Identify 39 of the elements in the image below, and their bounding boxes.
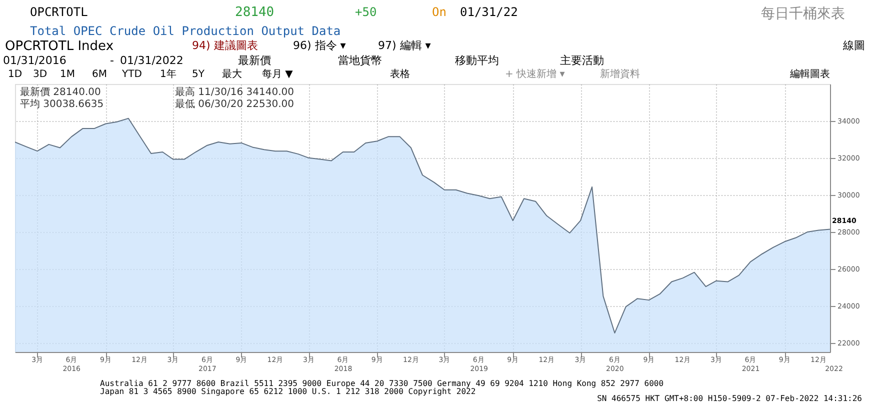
text: 新增資料 [600, 68, 640, 80]
text: 表格 [390, 68, 410, 80]
text: Japan 81 3 4565 8900 Singapore 65 6212 1000 U.S. 1 212 318 2000 Copyright 2022 [100, 387, 476, 396]
text: 主要活動 [560, 54, 604, 67]
text: 每日千桶來表 [761, 6, 845, 22]
text: 01/31/2022 [120, 54, 184, 67]
text: OPCRTOTL [30, 5, 88, 19]
text: 1M [60, 69, 75, 80]
text: On [432, 5, 446, 19]
text: + 快速新增 ▾ [505, 68, 565, 80]
text: 1D [8, 69, 22, 80]
annotation: 平均 30038.6635 [20, 98, 104, 110]
annotation: 最低 06/30/20 22530.00 [175, 99, 294, 110]
text: 01/31/22 [460, 5, 518, 19]
text: 移動平均 [455, 54, 499, 67]
text: Australia 61 2 9777 8600 Brazil 5511 2395 9000 Europe 44 20 7330 7500 Germany 49 69 9204 1210 Hong Kong 852 2977 6000 [100, 379, 664, 388]
text: YTD [121, 69, 142, 80]
text: 最大 [222, 68, 242, 80]
text: 編輯圖表 [789, 68, 830, 80]
text: 6M [92, 69, 107, 80]
text: 96) 指令 ▾ [293, 39, 346, 52]
chart-title: Total OPEC Crude Oil Production Output Data [30, 24, 341, 38]
text: - [110, 54, 114, 67]
text: SN 466575 HKT GMT+8:00 H150-5909-2 07-Feb-2022 14:31:26 [597, 394, 862, 402]
text: 28140 [235, 5, 274, 20]
text: 01/31/2016 [3, 54, 66, 67]
text: 1年 [160, 68, 176, 80]
text: 5Y [192, 69, 206, 80]
text: OPCRTOTL Index [5, 39, 114, 54]
annotation: 最新價 28140.00 [20, 86, 101, 98]
text: +50 [355, 5, 377, 19]
text: 每月 ▼ [262, 68, 294, 80]
text: 94) 建議圖表 [192, 39, 258, 52]
text: 當地貨幣 [338, 54, 382, 67]
text: 線圖 [842, 39, 865, 52]
text: 3D [33, 69, 48, 80]
annotation: 最高 11/30/16 34140.00 [175, 86, 294, 98]
text: 97) 編輯 ▾ [378, 39, 432, 52]
text: 最新價 [238, 54, 271, 67]
